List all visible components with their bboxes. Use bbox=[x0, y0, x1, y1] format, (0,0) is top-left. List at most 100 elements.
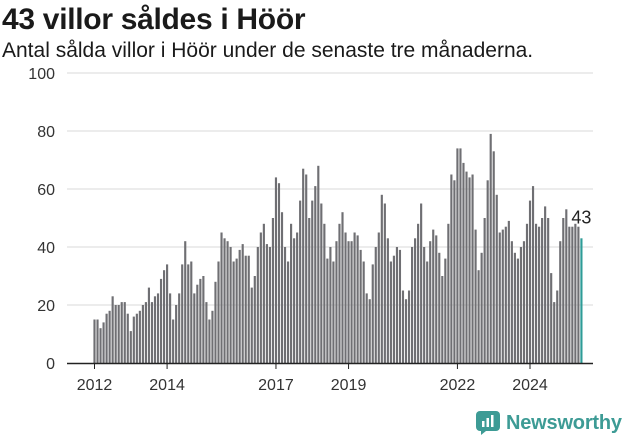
x-tick-label: 2014 bbox=[149, 377, 185, 394]
bar bbox=[217, 261, 220, 363]
bar bbox=[531, 186, 535, 363]
bar bbox=[347, 241, 350, 363]
bar bbox=[477, 270, 480, 363]
bar-chart: 0 20 40 60 80 100 2012 2014 2017 2019 2022 2024 43 bbox=[28, 66, 593, 394]
x-tick-label: 2019 bbox=[331, 377, 367, 394]
bar bbox=[141, 305, 144, 363]
bar bbox=[178, 293, 181, 363]
bar bbox=[547, 218, 550, 363]
bar bbox=[350, 241, 353, 363]
bar bbox=[450, 174, 453, 363]
bar bbox=[441, 276, 444, 363]
bar bbox=[153, 296, 157, 363]
bar bbox=[229, 247, 232, 363]
bar bbox=[365, 293, 368, 363]
bar bbox=[459, 148, 462, 363]
bar bbox=[241, 244, 244, 363]
x-tick-label: 2017 bbox=[258, 377, 294, 394]
bar bbox=[362, 261, 365, 363]
bar bbox=[290, 223, 293, 363]
bar bbox=[341, 212, 344, 363]
bar bbox=[534, 223, 538, 363]
bar bbox=[199, 278, 202, 363]
bar bbox=[383, 203, 386, 363]
bar bbox=[556, 290, 559, 363]
x-tick-label: 2022 bbox=[440, 377, 476, 394]
bar bbox=[226, 241, 229, 363]
bar bbox=[474, 229, 477, 363]
bar bbox=[108, 310, 111, 363]
bar bbox=[299, 200, 302, 363]
bar bbox=[235, 258, 238, 363]
bars bbox=[93, 133, 583, 363]
bar bbox=[522, 241, 526, 363]
newsworthy-logo-icon bbox=[476, 411, 500, 435]
bar bbox=[516, 258, 519, 363]
bar bbox=[559, 241, 562, 363]
chart-subtitle: Antal sålda villor i Höör under de senas… bbox=[2, 39, 534, 62]
bar bbox=[169, 293, 172, 363]
bar bbox=[344, 232, 347, 363]
bar bbox=[181, 264, 184, 363]
x-axis-ticks: 2012 2014 2017 2019 2022 2024 bbox=[77, 363, 548, 394]
y-axis-ticks: 0 20 40 60 80 100 bbox=[28, 66, 55, 373]
bar bbox=[184, 241, 187, 363]
bar bbox=[377, 232, 380, 363]
y-tick-label: 0 bbox=[46, 356, 55, 373]
bar bbox=[214, 281, 217, 363]
bar bbox=[471, 174, 474, 363]
bar bbox=[175, 305, 178, 363]
y-tick-label: 80 bbox=[37, 124, 55, 141]
bar bbox=[562, 218, 565, 363]
bar bbox=[211, 310, 214, 363]
x-tick-label: 2024 bbox=[512, 377, 548, 394]
bar bbox=[332, 261, 335, 363]
bar bbox=[577, 226, 580, 363]
bar bbox=[465, 171, 468, 363]
bar bbox=[120, 302, 123, 363]
bar bbox=[486, 180, 489, 363]
x-tick-label: 2012 bbox=[77, 377, 113, 394]
bar bbox=[126, 313, 129, 363]
bar bbox=[311, 200, 314, 363]
bar bbox=[99, 328, 102, 363]
bar bbox=[102, 322, 105, 363]
bar bbox=[392, 255, 395, 363]
bar bbox=[368, 299, 371, 363]
bar bbox=[550, 273, 553, 363]
newsworthy-brand: Newsworthy bbox=[476, 408, 622, 438]
bar bbox=[223, 238, 226, 363]
bar bbox=[447, 223, 450, 363]
bar bbox=[553, 302, 556, 363]
bar bbox=[404, 299, 408, 363]
bar bbox=[114, 305, 117, 363]
bar bbox=[138, 310, 141, 363]
bar bbox=[105, 313, 108, 363]
bar bbox=[480, 252, 483, 363]
bar bbox=[187, 264, 190, 363]
bar bbox=[571, 226, 574, 363]
bar bbox=[308, 218, 311, 363]
bar bbox=[495, 194, 498, 363]
bar bbox=[574, 223, 577, 363]
bar bbox=[528, 200, 532, 363]
brand-name: Newsworthy bbox=[506, 411, 622, 434]
bar bbox=[568, 226, 571, 363]
bar bbox=[323, 223, 326, 363]
bar bbox=[262, 223, 265, 363]
bar bbox=[438, 252, 441, 363]
bar bbox=[507, 220, 510, 363]
bar bbox=[162, 270, 166, 363]
bar bbox=[498, 232, 501, 363]
bar bbox=[93, 319, 96, 363]
bar bbox=[426, 261, 429, 363]
last-value-label: 43 bbox=[571, 207, 591, 227]
chart-title: 43 villor såldes i Höör bbox=[2, 3, 306, 36]
bar bbox=[293, 238, 296, 363]
bar bbox=[483, 218, 486, 363]
bar bbox=[271, 218, 275, 363]
bar bbox=[196, 284, 199, 363]
bar bbox=[353, 232, 356, 363]
bar bbox=[244, 255, 247, 363]
bar bbox=[401, 290, 405, 363]
